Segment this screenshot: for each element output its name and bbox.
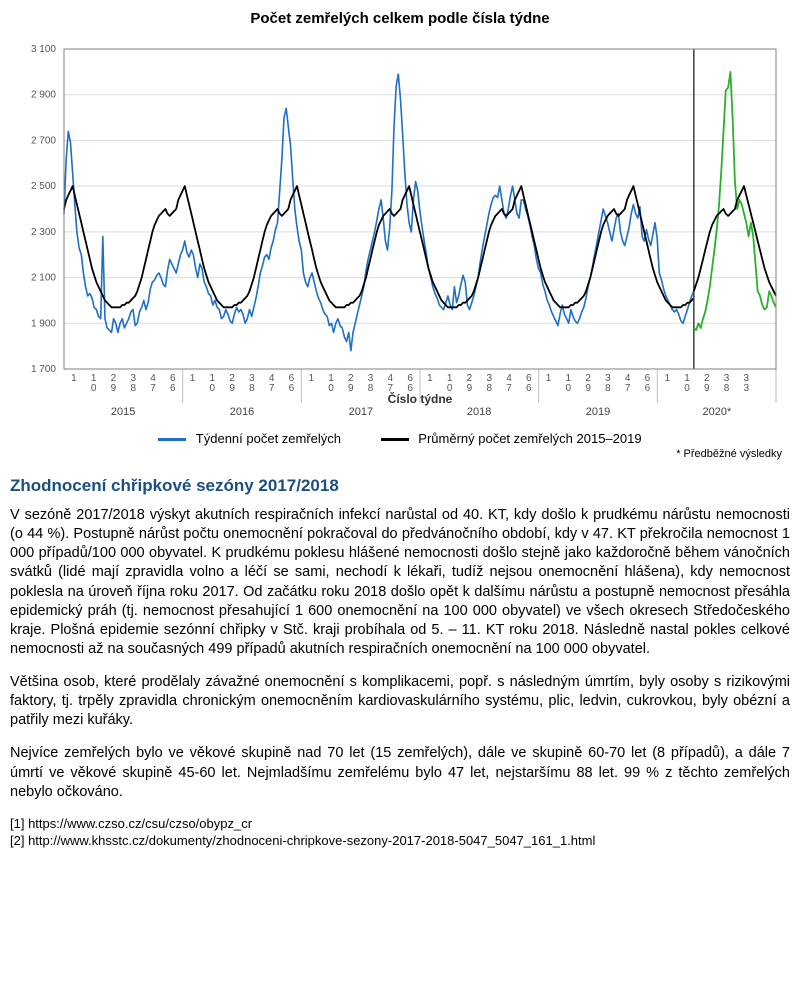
svg-text:1: 1 xyxy=(190,373,196,384)
svg-text:2015: 2015 xyxy=(111,406,135,418)
svg-text:0: 0 xyxy=(684,383,690,394)
legend-item-avg: Průměrný počet zemřelých 2015–2019 xyxy=(381,431,642,446)
paragraph-1: V sezóně 2017/2018 výskyt akutních respi… xyxy=(10,506,790,659)
legend-label-avg: Průměrný počet zemřelých 2015–2019 xyxy=(418,431,641,446)
legend-swatch-avg xyxy=(381,438,409,441)
svg-text:8: 8 xyxy=(486,383,492,394)
svg-text:2 700: 2 700 xyxy=(31,135,56,146)
svg-text:2 900: 2 900 xyxy=(31,90,56,101)
chart-title: Počet zemřelých celkem podle čísla týdne xyxy=(10,10,790,27)
paragraph-3: Nejvíce zemřelých bylo ve věkové skupině… xyxy=(10,744,790,801)
svg-text:9: 9 xyxy=(348,383,354,394)
references: [1] https://www.czso.cz/csu/czso/obypz_c… xyxy=(10,816,790,850)
svg-text:1 700: 1 700 xyxy=(31,364,56,375)
svg-text:9: 9 xyxy=(467,383,473,394)
paragraph-2: Většina osob, které prodělaly závažné on… xyxy=(10,673,790,730)
ref-2: [2] http://www.khsstc.cz/dokumenty/zhodn… xyxy=(10,833,790,850)
svg-text:7: 7 xyxy=(150,383,156,394)
svg-text:1: 1 xyxy=(427,373,433,384)
chart-footnote: * Předběžné výsledky xyxy=(10,448,790,460)
svg-text:6: 6 xyxy=(526,383,532,394)
svg-text:0: 0 xyxy=(91,383,97,394)
legend-label-weekly: Týdenní počet zemřelých xyxy=(196,431,341,446)
svg-text:9: 9 xyxy=(111,383,117,394)
svg-text:3: 3 xyxy=(744,383,750,394)
svg-text:1: 1 xyxy=(71,373,77,384)
svg-text:2017: 2017 xyxy=(349,406,373,418)
svg-text:8: 8 xyxy=(249,383,255,394)
svg-text:7: 7 xyxy=(625,383,631,394)
legend-item-weekly: Týdenní počet zemřelých xyxy=(158,431,341,446)
svg-text:8: 8 xyxy=(724,383,730,394)
svg-text:2018: 2018 xyxy=(467,406,491,418)
svg-text:6: 6 xyxy=(645,383,651,394)
svg-text:1 900: 1 900 xyxy=(31,318,56,329)
svg-text:Číslo týdne: Číslo týdne xyxy=(388,391,453,406)
document-page: Počet zemřelých celkem podle čísla týdne… xyxy=(0,0,800,870)
svg-text:9: 9 xyxy=(704,383,710,394)
svg-text:0: 0 xyxy=(210,383,216,394)
chart-svg: 1 7001 9002 1002 3002 5002 7002 9003 100… xyxy=(10,35,790,425)
svg-text:1: 1 xyxy=(664,373,670,384)
svg-text:8: 8 xyxy=(605,383,611,394)
svg-text:3 100: 3 100 xyxy=(31,44,56,55)
ref-1: [1] https://www.czso.cz/csu/czso/obypz_c… xyxy=(10,816,790,833)
svg-text:0: 0 xyxy=(566,383,572,394)
legend-swatch-weekly xyxy=(158,438,186,441)
svg-text:7: 7 xyxy=(269,383,275,394)
svg-text:1: 1 xyxy=(546,373,552,384)
svg-text:1: 1 xyxy=(308,373,314,384)
svg-text:2019: 2019 xyxy=(586,406,610,418)
svg-text:7: 7 xyxy=(506,383,512,394)
svg-text:2020*: 2020* xyxy=(703,406,732,418)
svg-text:8: 8 xyxy=(368,383,374,394)
svg-text:2 100: 2 100 xyxy=(31,273,56,284)
svg-text:2 300: 2 300 xyxy=(31,227,56,238)
svg-text:6: 6 xyxy=(289,383,295,394)
svg-text:9: 9 xyxy=(229,383,235,394)
svg-text:9: 9 xyxy=(585,383,591,394)
svg-text:0: 0 xyxy=(328,383,334,394)
mortality-chart: Počet zemřelých celkem podle čísla týdne… xyxy=(10,10,790,460)
section-title: Zhodnocení chřipkové sezóny 2017/2018 xyxy=(10,476,790,496)
svg-text:2016: 2016 xyxy=(230,406,254,418)
svg-text:8: 8 xyxy=(130,383,136,394)
svg-text:2 500: 2 500 xyxy=(31,181,56,192)
svg-text:6: 6 xyxy=(170,383,176,394)
chart-legend: Týdenní počet zemřelých Průměrný počet z… xyxy=(10,431,790,446)
